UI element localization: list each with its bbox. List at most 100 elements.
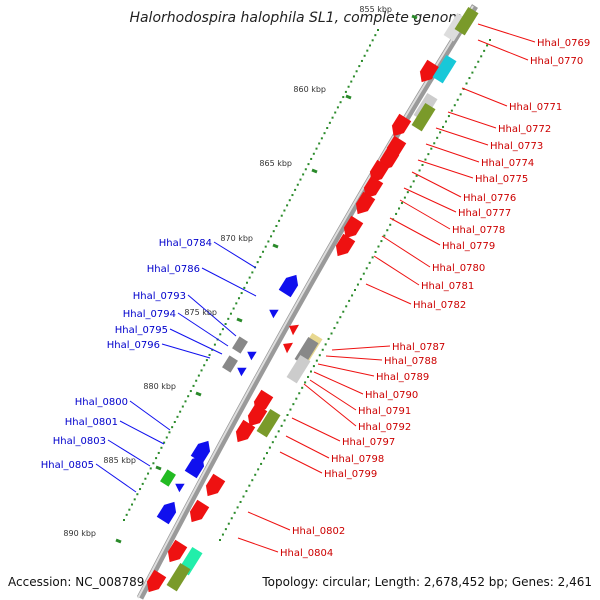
tick-dot — [280, 424, 283, 427]
leader-line — [177, 312, 229, 347]
tick-dot — [239, 500, 242, 503]
tick-dot — [328, 121, 331, 124]
reverse-gene-arrow — [184, 455, 205, 479]
tick-dot — [447, 115, 450, 118]
forward-gene-arrow — [283, 342, 293, 354]
tick-dot — [304, 381, 307, 384]
tick-dot — [230, 517, 233, 520]
forward-gene-arrow — [355, 191, 376, 215]
tick-dot — [237, 297, 240, 300]
scale-tick-mark — [345, 94, 352, 100]
tick-dot — [468, 77, 471, 80]
tick-dot — [371, 256, 374, 259]
tick-dot — [366, 49, 369, 52]
tick-dot — [270, 235, 273, 238]
tick-dot — [436, 136, 439, 139]
tick-dot — [240, 292, 243, 295]
tick-dot — [163, 441, 166, 444]
leader-line — [119, 420, 165, 445]
tick-dot — [184, 400, 187, 403]
leader-line — [247, 511, 291, 531]
gene-label: Hhal_0776 — [463, 193, 516, 204]
gene-block — [222, 355, 238, 373]
tick-dot — [323, 132, 326, 135]
tick-dot — [339, 316, 342, 319]
leader-line — [325, 355, 383, 361]
tick-dot — [292, 403, 295, 406]
reverse-gene-arrow — [156, 501, 177, 525]
tick-dot — [203, 364, 206, 367]
forward-gene-arrow — [363, 175, 384, 199]
scale-layer: 855 kbp 860 kbp 865 kbp 870 kbp 875 kbp 880 k… — [63, 5, 418, 544]
gene-block — [160, 469, 176, 487]
leader-line — [161, 343, 211, 359]
gene-block — [256, 408, 281, 438]
leader-line — [417, 159, 474, 179]
tick-dot — [286, 204, 289, 207]
scale-tick-label: 880 kbp — [143, 382, 176, 391]
tick-dot — [365, 267, 368, 270]
tick-dot — [171, 426, 174, 429]
gene-block — [411, 102, 436, 132]
forward-gene-arrow — [189, 499, 210, 523]
tick-dot — [299, 178, 302, 181]
reverse-gene-arrow — [247, 351, 257, 361]
tick-dot — [272, 230, 275, 233]
tick-dot — [176, 415, 179, 418]
tick-dot — [236, 506, 239, 509]
tick-dot — [263, 457, 266, 460]
scale-tick-label: 885 kbp — [103, 456, 136, 465]
tick-dot — [219, 333, 222, 336]
topology-text: Topology: circular; Length: 2,678,452 bp… — [262, 575, 592, 589]
tick-dot — [242, 495, 245, 498]
forward-gene-arrow — [167, 539, 188, 563]
tick-dot — [424, 158, 427, 161]
gene-label: Hhal_0803 — [53, 436, 106, 447]
tick-dot — [251, 271, 254, 274]
tick-dot — [248, 484, 251, 487]
tick-dot — [354, 289, 356, 291]
gene-label: Hhal_0796 — [107, 340, 160, 351]
tick-dot — [283, 419, 286, 422]
tick-dot — [377, 29, 379, 31]
gene-label: Hhal_0769 — [537, 38, 590, 49]
tick-dot — [280, 214, 283, 217]
gene-block — [286, 354, 311, 384]
scale-tick-label: 890 kbp — [63, 529, 96, 538]
leader-line — [313, 371, 364, 395]
tick-dot — [123, 519, 125, 521]
tick-dot — [286, 414, 289, 416]
gene-label: Hhal_0779 — [442, 241, 495, 252]
scale-tick-mark — [195, 391, 202, 397]
tick-dot — [358, 65, 361, 68]
reverse-gene-arrow — [175, 483, 185, 493]
leader-line — [411, 171, 462, 198]
tick-dot — [474, 66, 477, 69]
leader-line — [291, 417, 341, 442]
tick-dot — [444, 120, 447, 123]
gene-label: Hhal_0787 — [392, 342, 445, 353]
forward-gene-arrow — [247, 403, 268, 427]
tick-dot — [160, 446, 163, 449]
tick-dot — [296, 183, 299, 186]
tick-dot — [380, 240, 383, 243]
tick-dot — [336, 321, 339, 324]
tick-dot — [243, 286, 246, 289]
forward-gene-arrow — [369, 159, 390, 183]
reverse-gene-arrow — [190, 440, 211, 464]
forward-gene-arrow — [335, 233, 356, 257]
tick-dot — [125, 513, 128, 516]
tick-dot — [418, 169, 421, 172]
tick-dot — [465, 82, 468, 85]
tick-dot — [139, 488, 142, 491]
gene-block — [454, 6, 479, 36]
scale-tick-mark — [411, 14, 418, 20]
tick-dot — [403, 196, 406, 199]
tick-dot — [348, 299, 351, 302]
tick-dot — [339, 101, 342, 104]
tick-dot — [363, 54, 366, 57]
forward-gene-arrow — [391, 113, 412, 137]
forward-gene-arrow — [343, 215, 364, 239]
tick-dot — [187, 395, 190, 398]
tick-dot — [245, 490, 248, 493]
